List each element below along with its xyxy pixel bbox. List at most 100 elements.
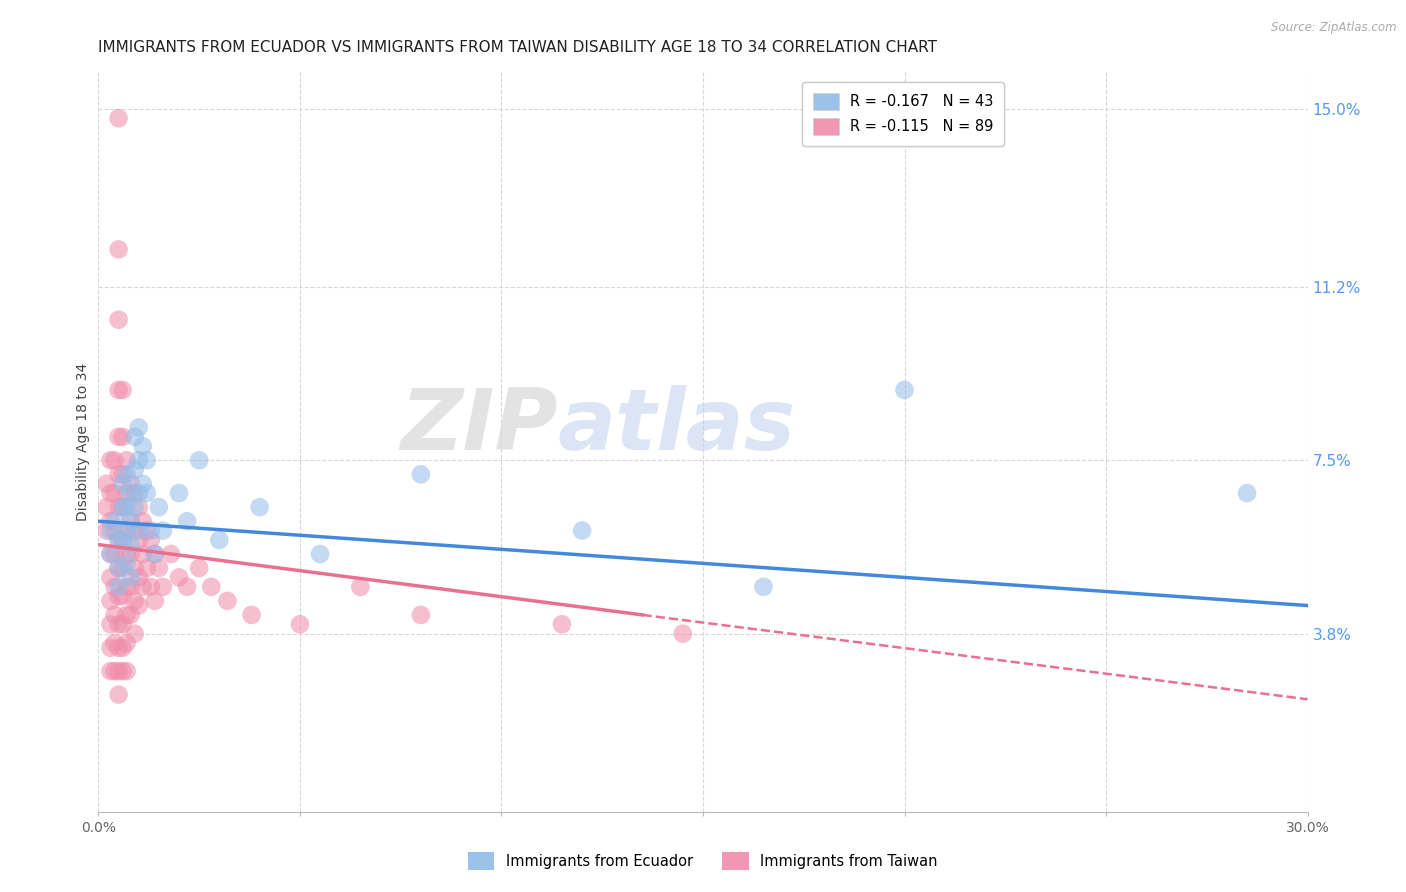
Point xyxy=(143,547,166,561)
Point xyxy=(120,570,142,584)
Point xyxy=(115,500,138,515)
Point xyxy=(135,524,157,538)
Point xyxy=(111,589,134,603)
Point xyxy=(115,524,138,538)
Point xyxy=(115,580,138,594)
Point xyxy=(100,640,122,655)
Point xyxy=(200,580,222,594)
Point xyxy=(176,580,198,594)
Point xyxy=(409,607,432,622)
Point xyxy=(100,547,122,561)
Point xyxy=(135,486,157,500)
Point xyxy=(128,533,150,547)
Point xyxy=(111,561,134,575)
Point xyxy=(107,561,129,575)
Point xyxy=(107,112,129,126)
Point xyxy=(107,243,129,257)
Point xyxy=(111,430,134,444)
Point xyxy=(249,500,271,515)
Point xyxy=(1236,486,1258,500)
Y-axis label: Disability Age 18 to 34: Disability Age 18 to 34 xyxy=(76,362,90,521)
Point xyxy=(143,547,166,561)
Point xyxy=(160,547,183,561)
Point xyxy=(409,467,432,482)
Point xyxy=(128,453,150,467)
Point xyxy=(107,580,129,594)
Point xyxy=(115,607,138,622)
Point xyxy=(111,664,134,678)
Point xyxy=(132,580,155,594)
Point xyxy=(124,486,146,500)
Point xyxy=(672,626,695,640)
Point xyxy=(100,617,122,632)
Point xyxy=(188,561,211,575)
Point xyxy=(100,486,122,500)
Point xyxy=(111,640,134,655)
Point xyxy=(100,594,122,608)
Point xyxy=(217,594,239,608)
Legend: Immigrants from Ecuador, Immigrants from Taiwan: Immigrants from Ecuador, Immigrants from… xyxy=(463,847,943,876)
Point xyxy=(115,636,138,650)
Text: atlas: atlas xyxy=(558,385,796,468)
Point xyxy=(96,500,118,515)
Point xyxy=(135,561,157,575)
Point xyxy=(132,514,155,528)
Point xyxy=(124,524,146,538)
Point xyxy=(139,580,162,594)
Point xyxy=(139,533,162,547)
Point xyxy=(120,514,142,528)
Point xyxy=(128,500,150,515)
Point xyxy=(103,580,125,594)
Point xyxy=(103,607,125,622)
Point xyxy=(111,500,134,515)
Point xyxy=(96,524,118,538)
Point xyxy=(571,524,593,538)
Point xyxy=(96,476,118,491)
Point xyxy=(124,430,146,444)
Point xyxy=(115,557,138,571)
Point xyxy=(152,524,174,538)
Point xyxy=(103,453,125,467)
Point xyxy=(135,453,157,467)
Legend: R = -0.167   N = 43, R = -0.115   N = 89: R = -0.167 N = 43, R = -0.115 N = 89 xyxy=(803,82,1004,145)
Point xyxy=(107,533,129,547)
Text: ZIP: ZIP xyxy=(401,385,558,468)
Point xyxy=(103,664,125,678)
Point xyxy=(128,570,150,584)
Point xyxy=(893,383,915,397)
Point xyxy=(103,486,125,500)
Point xyxy=(240,607,263,622)
Point xyxy=(288,617,311,632)
Point xyxy=(124,594,146,608)
Point xyxy=(148,500,170,515)
Point xyxy=(120,476,142,491)
Point xyxy=(111,500,134,515)
Point xyxy=(107,430,129,444)
Point xyxy=(115,467,138,482)
Point xyxy=(107,664,129,678)
Point xyxy=(752,580,775,594)
Point xyxy=(132,439,155,453)
Point xyxy=(107,617,129,632)
Point xyxy=(143,594,166,608)
Point xyxy=(107,640,129,655)
Point xyxy=(111,476,134,491)
Point xyxy=(115,664,138,678)
Point xyxy=(100,524,122,538)
Point xyxy=(111,467,134,482)
Point xyxy=(349,580,371,594)
Point xyxy=(107,312,129,326)
Point xyxy=(111,383,134,397)
Point xyxy=(139,524,162,538)
Point xyxy=(120,538,142,552)
Text: Source: ZipAtlas.com: Source: ZipAtlas.com xyxy=(1271,21,1396,34)
Point xyxy=(167,570,190,584)
Point xyxy=(103,514,125,528)
Point xyxy=(100,514,122,528)
Point xyxy=(128,599,150,613)
Point xyxy=(120,514,142,528)
Point xyxy=(132,476,155,491)
Point xyxy=(128,486,150,500)
Point xyxy=(103,524,125,538)
Point xyxy=(124,500,146,515)
